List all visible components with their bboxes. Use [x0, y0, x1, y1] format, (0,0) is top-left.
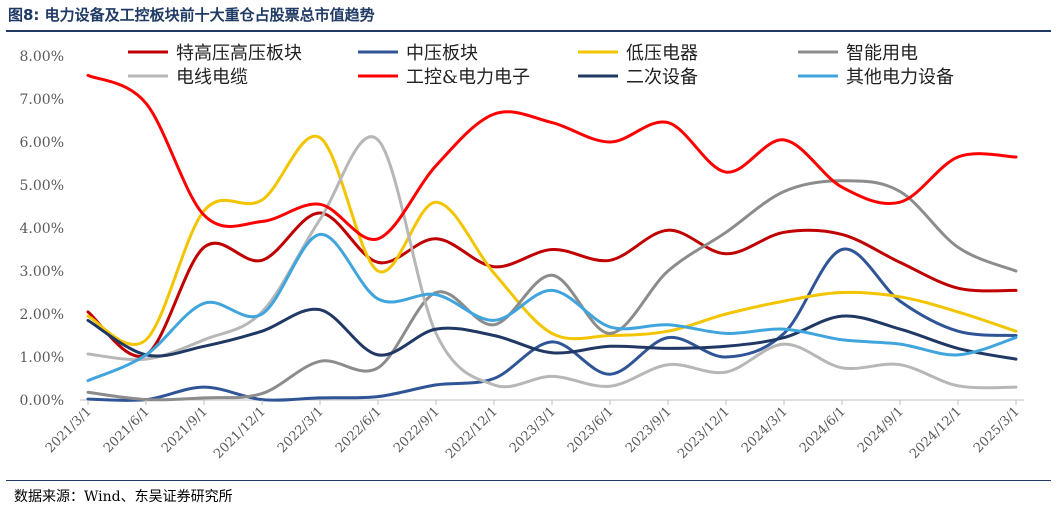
x-tick-label: 2022/12/1 — [443, 404, 501, 462]
x-tick-label: 2021/3/1 — [43, 404, 95, 456]
legend-item-s4: 电线电缆 — [128, 67, 248, 88]
legend: 特高压高压板块 中压板块 低压电器 智能用电 电线电缆 工控&电力电子 二次设备… — [128, 43, 954, 88]
series-line-s5 — [86, 73, 1018, 241]
y-tick-label: 3.00% — [20, 264, 64, 280]
y-tick-label: 6.00% — [20, 135, 64, 151]
series-line-s6 — [86, 307, 1018, 361]
series-line-s3 — [86, 179, 1018, 402]
source-rule — [6, 480, 1051, 481]
source-note: 数据来源：Wind、东吴证券研究所 — [14, 489, 233, 505]
y-tick-label: 1.00% — [20, 350, 64, 366]
x-tick-label: 2024/12/1 — [907, 404, 965, 462]
x-tick-label: 2023/3/1 — [507, 404, 559, 456]
series-line-s0 — [86, 211, 1018, 358]
x-tick-label: 2021/12/1 — [211, 404, 269, 462]
x-tick-label: 2021/6/1 — [101, 404, 153, 456]
x-tick-label: 2022/9/1 — [391, 404, 443, 456]
x-tick-label: 2022/3/1 — [275, 404, 327, 456]
x-tick-label: 2024/6/1 — [797, 404, 849, 456]
x-tick-label: 2024/9/1 — [855, 404, 907, 456]
x-tick-label: 2023/6/1 — [565, 404, 617, 456]
legend-item-s7: 其他电力设备 — [798, 67, 954, 88]
x-tick-label: 2024/3/1 — [739, 404, 791, 456]
series-line-s2 — [86, 134, 1018, 346]
legend-label-s6: 二次设备 — [626, 67, 698, 88]
x-tick-label: 2023/12/1 — [675, 404, 733, 462]
y-axis-tick-labels: 0.00% 1.00% 2.00% 3.00% 4.00% 5.00% 6.00% 7.00%… — [20, 49, 64, 409]
y-tick-label: 5.00% — [20, 178, 64, 194]
legend-item-s1: 中压板块 — [358, 43, 478, 64]
x-axis-tick-labels: 2021/3/1 2021/6/1 2021/9/1 2021/12/1 2022/3/… — [43, 400, 1023, 462]
series-line-s4 — [86, 135, 1018, 390]
legend-item-s3: 智能用电 — [798, 43, 918, 64]
y-tick-label: 4.00% — [20, 221, 64, 237]
y-tick-label: 0.00% — [20, 393, 64, 409]
legend-label-s3: 智能用电 — [846, 43, 918, 64]
series-line-s7 — [86, 232, 1018, 383]
y-tick-label: 2.00% — [20, 307, 64, 323]
x-tick-label: 2023/9/1 — [623, 404, 675, 456]
series-lines — [86, 73, 1018, 402]
x-tick-label: 2022/6/1 — [333, 404, 385, 456]
legend-item-s2: 低压电器 — [578, 43, 698, 64]
y-tick-label: 8.00% — [20, 49, 64, 65]
legend-label-s7: 其他电力设备 — [846, 67, 954, 88]
legend-label-s0: 特高压高压板块 — [176, 43, 302, 64]
legend-label-s1: 中压板块 — [406, 43, 478, 64]
legend-item-s0: 特高压高压板块 — [128, 43, 302, 64]
legend-label-s5: 工控&电力电子 — [406, 67, 530, 88]
line-chart: 特高压高压板块 中压板块 低压电器 智能用电 电线电缆 工控&电力电子 二次设备… — [20, 43, 1024, 462]
legend-label-s4: 电线电缆 — [176, 67, 248, 88]
y-tick-label: 7.00% — [20, 92, 64, 108]
x-tick-label: 2025/3/1 — [971, 404, 1023, 456]
title-rule — [6, 30, 1051, 32]
legend-label-s2: 低压电器 — [626, 43, 698, 64]
figure-title: 图8: 电力设备及工控板块前十大重仓占股票总市值趋势 — [8, 6, 375, 24]
legend-item-s5: 工控&电力电子 — [358, 67, 530, 88]
legend-item-s6: 二次设备 — [578, 67, 698, 88]
x-tick-label: 2021/9/1 — [159, 404, 211, 456]
